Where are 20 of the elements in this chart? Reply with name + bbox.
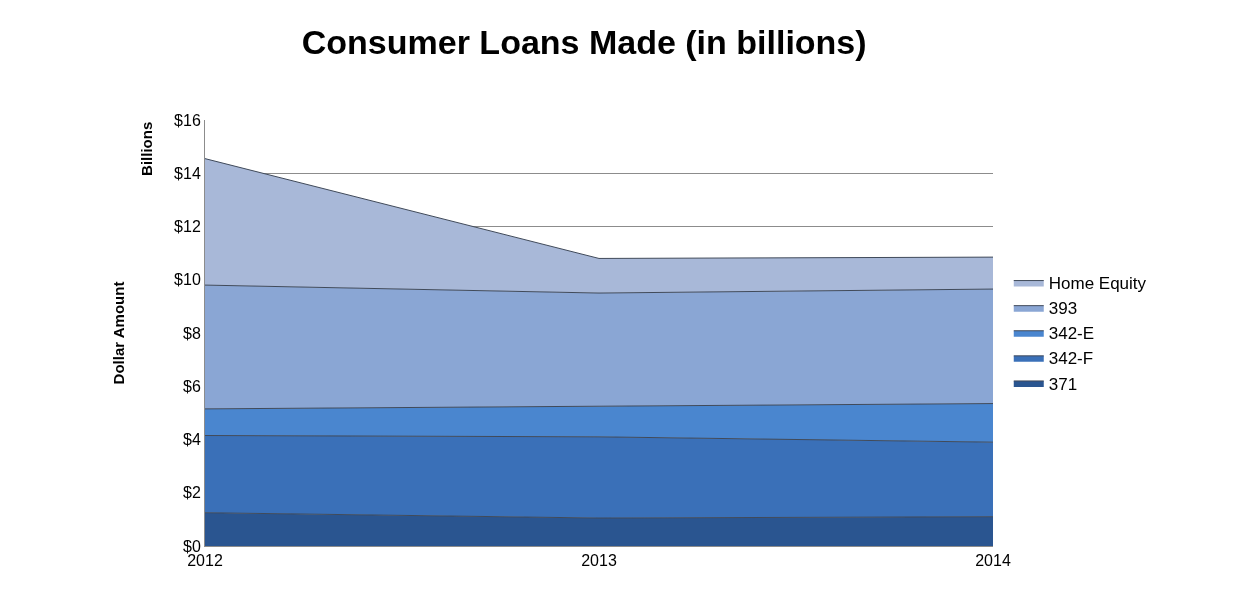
legend-label: Home Equity — [1048, 274, 1147, 294]
y-tick-label: $0 — [183, 537, 201, 555]
y-tick-label: $14 — [174, 164, 201, 182]
legend-label: 371 — [1048, 374, 1078, 394]
legend-label: 393 — [1048, 299, 1078, 319]
chart-title: Consumer Loans Made (in billions) — [301, 22, 867, 61]
x-tick-label: 2014 — [975, 552, 1011, 570]
legend-label: 342-E — [1048, 324, 1095, 344]
x-tick-label: 2012 — [187, 552, 223, 570]
y-tick-label: $12 — [174, 218, 201, 236]
y-tick-label: $4 — [183, 431, 201, 449]
legend-label: 342-F — [1048, 349, 1094, 369]
text: Billions — [137, 121, 155, 176]
y-tick-label: $16 — [174, 111, 201, 129]
y-tick-label: $10 — [174, 271, 201, 289]
y-tick-label: $8 — [183, 324, 201, 342]
y-tick-label: $2 — [183, 484, 201, 502]
y-axis-title: Dollar Amount — [110, 281, 128, 385]
y-tick-label: $6 — [183, 377, 201, 395]
x-tick-label: 2013 — [581, 552, 617, 570]
